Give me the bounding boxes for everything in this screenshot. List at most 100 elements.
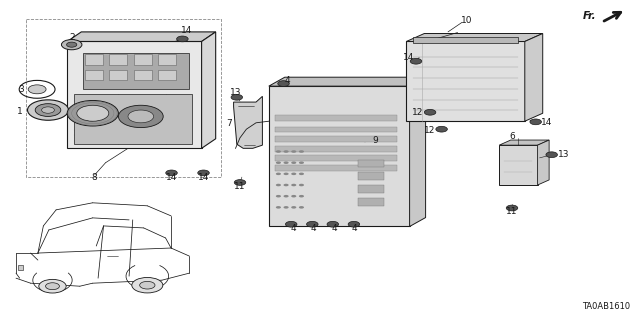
Circle shape bbox=[276, 184, 281, 186]
Circle shape bbox=[276, 173, 281, 175]
Text: 1: 1 bbox=[17, 107, 23, 116]
Text: 14: 14 bbox=[166, 173, 177, 182]
FancyBboxPatch shape bbox=[358, 160, 384, 167]
FancyBboxPatch shape bbox=[275, 127, 397, 132]
Polygon shape bbox=[67, 32, 216, 41]
FancyBboxPatch shape bbox=[85, 54, 103, 65]
Circle shape bbox=[299, 150, 304, 153]
Circle shape bbox=[327, 221, 339, 227]
FancyBboxPatch shape bbox=[158, 54, 176, 65]
FancyBboxPatch shape bbox=[275, 165, 397, 171]
Text: 14: 14 bbox=[198, 173, 209, 182]
Circle shape bbox=[284, 173, 289, 175]
Polygon shape bbox=[525, 33, 543, 121]
Circle shape bbox=[231, 94, 243, 100]
FancyBboxPatch shape bbox=[358, 198, 384, 206]
Circle shape bbox=[132, 278, 163, 293]
Circle shape bbox=[284, 195, 289, 197]
FancyBboxPatch shape bbox=[134, 70, 152, 80]
Text: 4: 4 bbox=[352, 224, 357, 233]
Text: 4: 4 bbox=[285, 76, 291, 85]
Circle shape bbox=[424, 109, 436, 115]
Text: 12: 12 bbox=[424, 126, 435, 135]
Circle shape bbox=[348, 221, 360, 227]
FancyBboxPatch shape bbox=[275, 136, 397, 142]
Text: 7: 7 bbox=[226, 119, 232, 128]
Circle shape bbox=[299, 161, 304, 164]
Circle shape bbox=[35, 104, 61, 116]
Circle shape bbox=[284, 161, 289, 164]
Circle shape bbox=[299, 173, 304, 175]
Circle shape bbox=[42, 107, 54, 113]
FancyBboxPatch shape bbox=[83, 53, 189, 89]
FancyBboxPatch shape bbox=[358, 185, 384, 193]
Polygon shape bbox=[269, 86, 410, 226]
Circle shape bbox=[61, 40, 82, 50]
Text: Fr.: Fr. bbox=[583, 11, 596, 21]
Text: 6: 6 bbox=[509, 132, 515, 141]
Circle shape bbox=[67, 42, 77, 47]
Circle shape bbox=[86, 115, 97, 121]
Circle shape bbox=[166, 170, 177, 176]
Circle shape bbox=[276, 195, 281, 197]
FancyBboxPatch shape bbox=[275, 146, 397, 152]
FancyBboxPatch shape bbox=[275, 155, 397, 161]
Text: TA0AB1610: TA0AB1610 bbox=[582, 302, 630, 311]
Text: 4: 4 bbox=[291, 224, 296, 233]
FancyBboxPatch shape bbox=[74, 94, 192, 144]
Circle shape bbox=[299, 195, 304, 197]
Text: 14: 14 bbox=[181, 26, 193, 35]
Circle shape bbox=[291, 150, 296, 153]
Text: 4: 4 bbox=[332, 224, 337, 233]
Polygon shape bbox=[410, 77, 426, 226]
Text: 5: 5 bbox=[96, 117, 102, 126]
Circle shape bbox=[45, 283, 60, 290]
FancyBboxPatch shape bbox=[109, 70, 127, 80]
Circle shape bbox=[291, 206, 296, 209]
Text: 14: 14 bbox=[403, 53, 414, 62]
Text: 13: 13 bbox=[230, 88, 241, 97]
Circle shape bbox=[234, 180, 246, 185]
Polygon shape bbox=[406, 41, 525, 121]
FancyBboxPatch shape bbox=[158, 70, 176, 80]
Polygon shape bbox=[67, 41, 202, 148]
Polygon shape bbox=[202, 32, 216, 148]
Text: 3: 3 bbox=[19, 85, 24, 94]
Circle shape bbox=[276, 206, 281, 209]
Text: 12: 12 bbox=[412, 108, 424, 117]
Circle shape bbox=[284, 184, 289, 186]
Polygon shape bbox=[499, 140, 549, 145]
Text: 10: 10 bbox=[461, 16, 473, 25]
Circle shape bbox=[291, 161, 296, 164]
Text: 2: 2 bbox=[69, 33, 74, 42]
Circle shape bbox=[291, 195, 296, 197]
Circle shape bbox=[506, 205, 518, 211]
FancyBboxPatch shape bbox=[275, 115, 397, 121]
Circle shape bbox=[410, 58, 422, 64]
Circle shape bbox=[299, 206, 304, 209]
FancyBboxPatch shape bbox=[85, 70, 103, 80]
Circle shape bbox=[67, 100, 118, 126]
Circle shape bbox=[278, 81, 289, 86]
Text: 9: 9 bbox=[372, 136, 378, 145]
Circle shape bbox=[177, 36, 188, 42]
Circle shape bbox=[307, 221, 318, 227]
Circle shape bbox=[276, 150, 281, 153]
Circle shape bbox=[128, 110, 154, 123]
FancyBboxPatch shape bbox=[358, 172, 384, 180]
Text: 11: 11 bbox=[234, 182, 245, 191]
Text: 13: 13 bbox=[558, 150, 570, 159]
Circle shape bbox=[546, 152, 557, 158]
Circle shape bbox=[140, 281, 155, 289]
Circle shape bbox=[39, 279, 66, 293]
Text: 14: 14 bbox=[541, 118, 552, 127]
Circle shape bbox=[28, 85, 46, 94]
Circle shape bbox=[198, 170, 209, 176]
Polygon shape bbox=[499, 145, 538, 185]
Circle shape bbox=[291, 173, 296, 175]
FancyBboxPatch shape bbox=[109, 54, 127, 65]
Polygon shape bbox=[406, 33, 543, 41]
FancyBboxPatch shape bbox=[134, 54, 152, 65]
Text: 4: 4 bbox=[311, 224, 316, 233]
Circle shape bbox=[77, 105, 109, 121]
